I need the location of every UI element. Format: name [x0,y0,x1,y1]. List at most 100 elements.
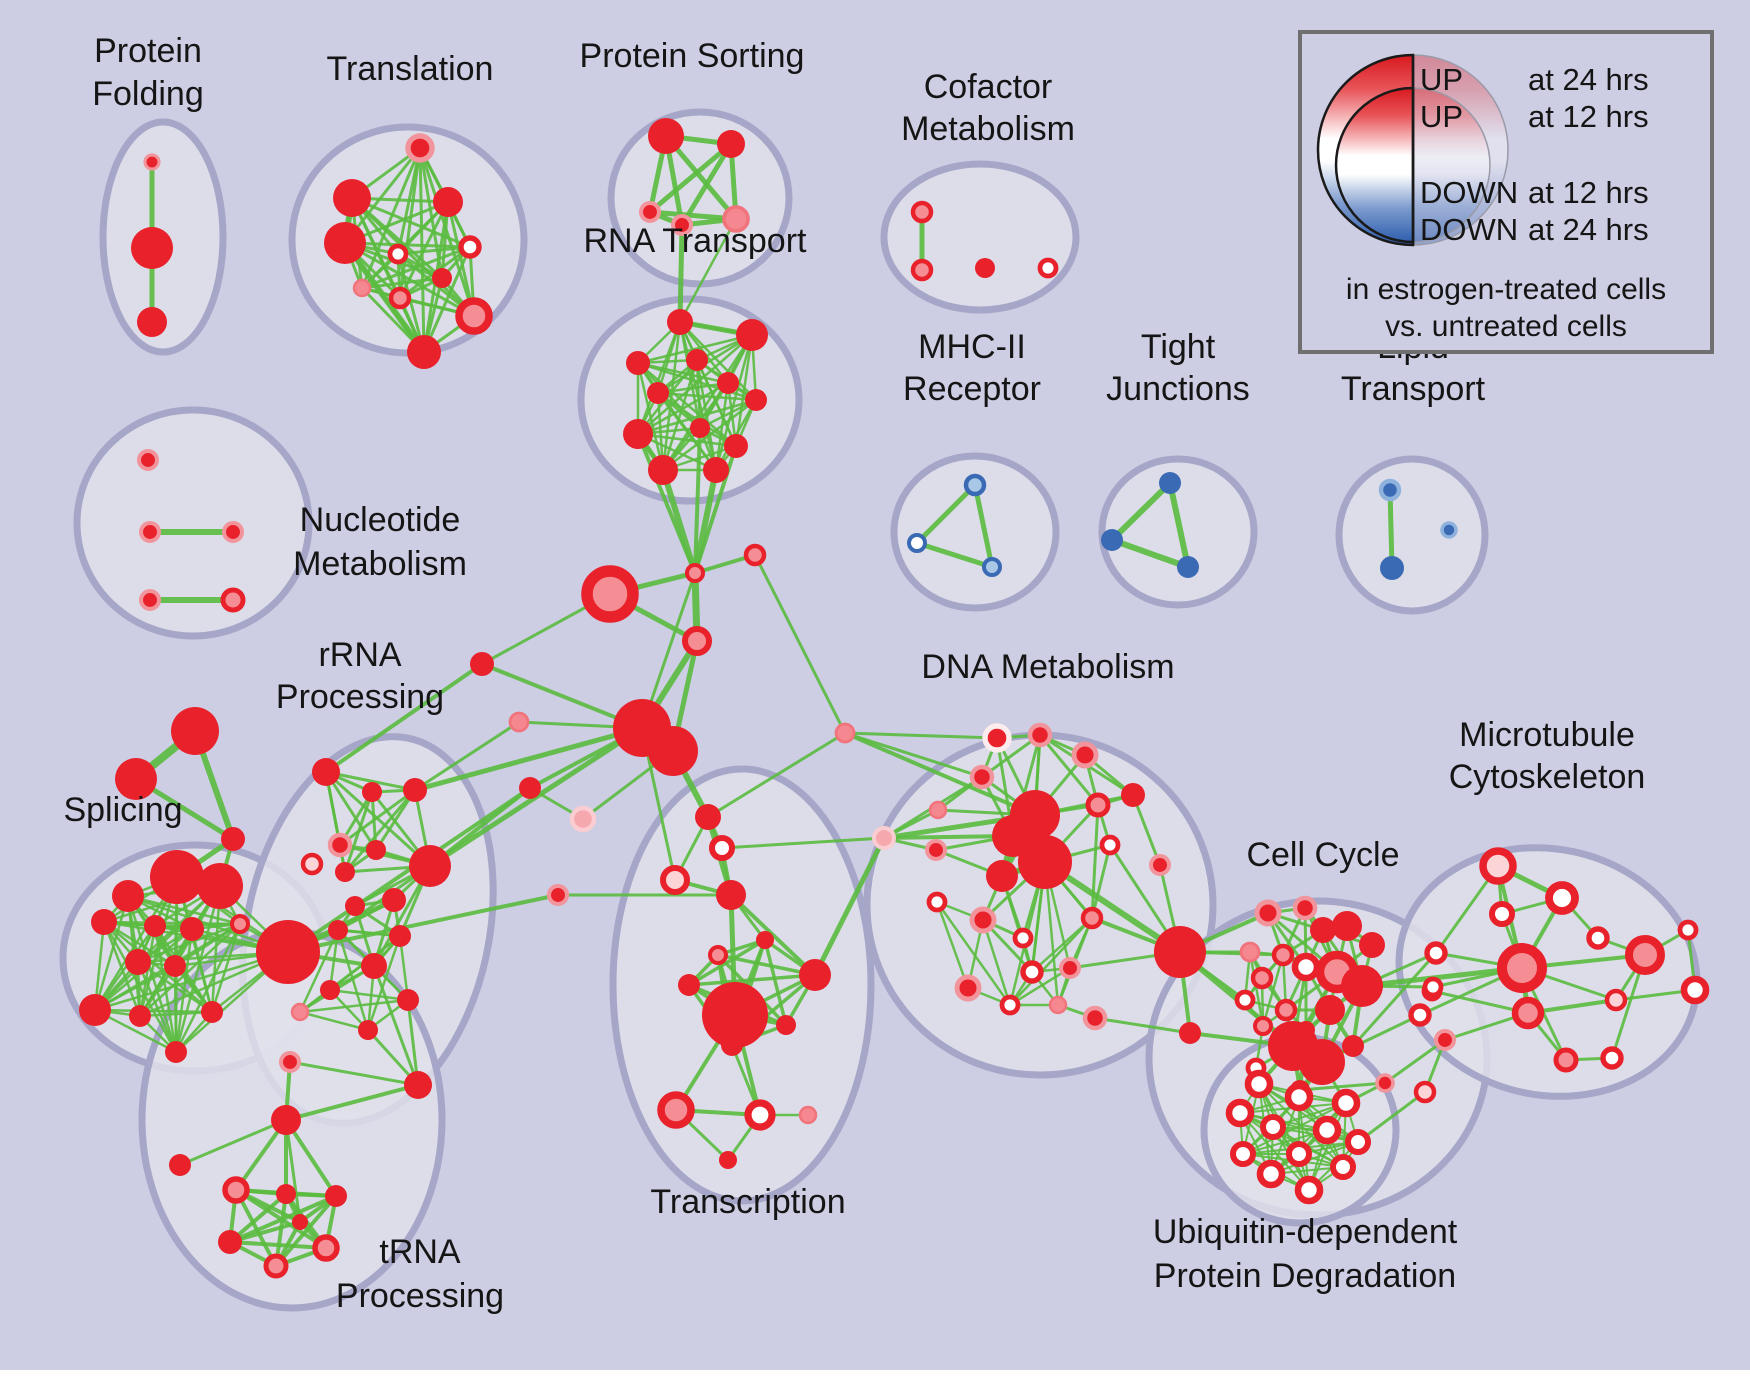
cluster-label-cofactor-metabolism: Cofactor [924,68,1053,106]
network-edge [228,1194,338,1244]
network-node [164,955,186,977]
network-node [345,896,365,916]
network-node [169,1154,191,1176]
network-node [1677,919,1699,941]
network-edge [418,146,426,354]
network-node [736,319,768,351]
cluster-label-ubiquitin-degradation: Protein Degradation [1154,1257,1456,1295]
network-node [361,953,387,979]
network-node [324,222,366,264]
network-node [197,863,243,909]
network-node [276,1184,296,1204]
network-edge [729,893,817,977]
network-node [1331,1088,1361,1118]
network-node [1341,965,1383,1007]
network-node [1489,901,1515,927]
network-node [79,994,111,1026]
network-edge [914,482,978,546]
network-edge [1359,965,1525,989]
network-edge [190,927,214,1014]
network-edge [102,920,142,1018]
network-node [312,1234,340,1262]
network-node [470,652,494,676]
cluster-ellipse-cofactor-metabolism [880,160,1080,314]
network-node [963,473,987,497]
network-node [924,838,948,862]
network-edge [656,381,730,395]
cluster-label-splicing: Splicing [63,791,182,829]
network-node [678,974,700,996]
network-node [1254,899,1282,927]
network-edge [720,836,886,850]
legend-direction-label: DOWN [1420,175,1518,210]
network-edge [636,333,754,365]
network-edge [1298,1081,1387,1092]
cluster-label-microtubule-cytoskeleton: Cytoskeleton [1449,758,1646,796]
network-node [657,1091,695,1129]
network-node [1424,941,1448,965]
network-node [138,588,162,612]
network-node [648,118,684,154]
network-node [1479,847,1517,885]
network-edge [1430,989,1530,1015]
network-node [1159,472,1181,494]
network-node [312,758,340,786]
network-edge [350,196,476,318]
network-edge [286,893,560,954]
network-node [1082,1005,1108,1031]
network-node [1099,834,1121,856]
network-edge [1351,951,1438,1048]
network-edge [298,1010,370,1032]
network-edge [174,927,194,1054]
legend-caption: vs. untreated cells [1385,310,1627,343]
network-node [230,914,250,934]
cluster-label-trna-processing: Processing [336,1277,504,1315]
network-edge [1090,843,1112,920]
network-node [1260,1114,1286,1140]
network-edge [636,320,682,436]
network-edge [350,196,472,249]
network-edge [1383,1038,1447,1085]
network-edge [138,924,157,1018]
network-node [685,563,705,583]
network-node [1680,975,1710,1005]
cluster-label-protein-folding: Folding [92,75,204,113]
network-edge [647,141,734,215]
network-node [387,243,409,265]
cluster-label-rrna-processing: rRNA [318,636,401,674]
cluster-label-trna-processing: tRNA [379,1233,461,1271]
network-node [834,722,856,744]
network-edge [678,217,738,324]
network-edge [210,922,242,1014]
network-edge [1242,1129,1328,1155]
cluster-label-cell-cycle: Cell Cycle [1246,836,1399,874]
network-node [1230,1141,1256,1167]
network-node [1330,1154,1356,1180]
network-node [1071,741,1099,769]
network-node [1315,995,1345,1025]
network-node [1408,1003,1432,1027]
network-node [1048,995,1068,1015]
network-node [1380,556,1404,580]
network-edge [693,426,702,575]
network-node [1440,521,1458,539]
network-edge [174,922,242,1054]
network-edge [706,731,847,819]
network-node [1225,1098,1255,1128]
network-node [581,565,639,623]
cluster-label-mhc-ii-receptor: Receptor [903,370,1041,408]
network-node [138,520,162,544]
network-edge [324,770,417,792]
network-node [986,860,1018,892]
network-edge [396,245,472,256]
network-node [320,980,340,1000]
cluster-label-dna-metabolism: DNA Metabolism [921,648,1174,686]
network-node [638,200,662,224]
network-node [1511,996,1545,1030]
network-node [799,959,831,991]
cluster-ellipse-nucleotide-metabolism [73,406,313,640]
network-node [546,883,570,907]
cluster-ellipse-lipid-transport [1335,455,1489,615]
network-node [352,278,372,298]
network-node [999,994,1021,1016]
